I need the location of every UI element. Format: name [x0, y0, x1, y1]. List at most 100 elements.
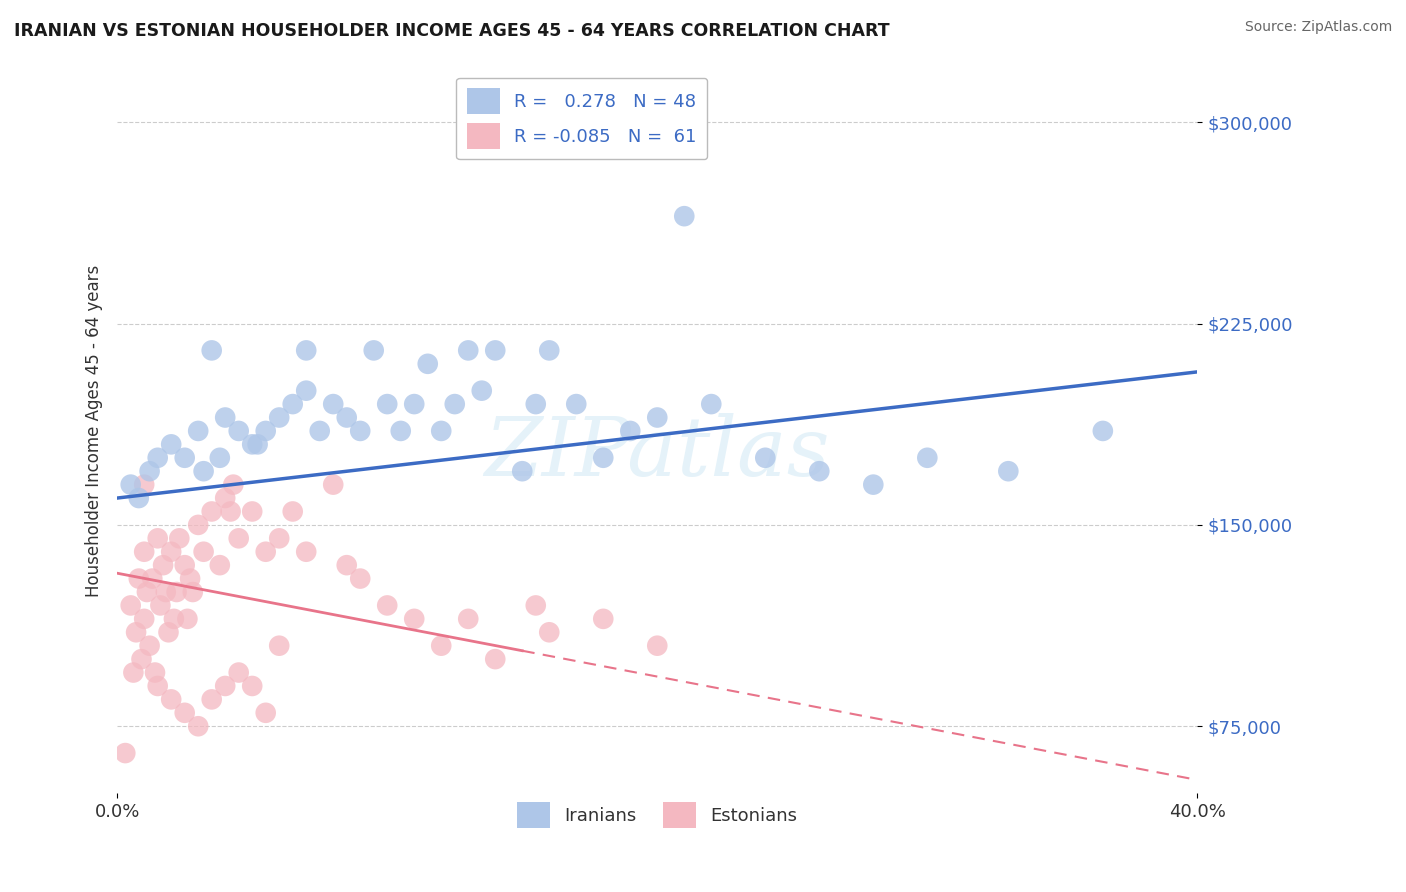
Point — [349, 424, 371, 438]
Point — [138, 639, 160, 653]
Point — [700, 397, 723, 411]
Point — [155, 585, 177, 599]
Point — [862, 477, 884, 491]
Point — [416, 357, 439, 371]
Point — [187, 719, 209, 733]
Point — [166, 585, 188, 599]
Point — [146, 450, 169, 465]
Point — [375, 599, 398, 613]
Point — [208, 450, 231, 465]
Point — [592, 612, 614, 626]
Point — [295, 545, 318, 559]
Point — [484, 343, 506, 358]
Point — [254, 545, 277, 559]
Point — [619, 424, 641, 438]
Point — [120, 599, 142, 613]
Text: Source: ZipAtlas.com: Source: ZipAtlas.com — [1244, 20, 1392, 34]
Point — [281, 397, 304, 411]
Point — [295, 384, 318, 398]
Point — [430, 424, 453, 438]
Point — [443, 397, 465, 411]
Legend: Iranians, Estonians: Iranians, Estonians — [510, 795, 804, 835]
Point — [754, 450, 776, 465]
Point — [160, 692, 183, 706]
Point — [160, 437, 183, 451]
Point — [404, 397, 426, 411]
Point — [457, 612, 479, 626]
Point — [160, 545, 183, 559]
Point — [645, 639, 668, 653]
Point — [645, 410, 668, 425]
Text: ZIPatlas: ZIPatlas — [485, 413, 830, 492]
Point — [510, 464, 533, 478]
Point — [120, 477, 142, 491]
Point — [125, 625, 148, 640]
Point — [146, 679, 169, 693]
Point — [131, 652, 153, 666]
Point — [538, 343, 561, 358]
Point — [269, 410, 291, 425]
Point — [997, 464, 1019, 478]
Text: IRANIAN VS ESTONIAN HOUSEHOLDER INCOME AGES 45 - 64 YEARS CORRELATION CHART: IRANIAN VS ESTONIAN HOUSEHOLDER INCOME A… — [14, 22, 890, 40]
Point — [240, 504, 263, 518]
Point — [193, 464, 215, 478]
Point — [173, 558, 195, 573]
Point — [176, 612, 198, 626]
Point — [228, 531, 250, 545]
Point — [187, 517, 209, 532]
Point — [457, 343, 479, 358]
Point — [471, 384, 494, 398]
Point — [269, 531, 291, 545]
Point — [240, 679, 263, 693]
Point — [163, 612, 186, 626]
Point — [128, 572, 150, 586]
Point — [181, 585, 204, 599]
Point — [138, 464, 160, 478]
Point — [322, 397, 344, 411]
Point — [246, 437, 269, 451]
Point — [269, 639, 291, 653]
Point — [336, 558, 359, 573]
Point — [565, 397, 588, 411]
Point — [179, 572, 201, 586]
Point — [219, 504, 242, 518]
Point — [214, 679, 236, 693]
Point — [135, 585, 157, 599]
Point — [375, 397, 398, 411]
Point — [173, 450, 195, 465]
Point — [363, 343, 385, 358]
Y-axis label: Householder Income Ages 45 - 64 years: Householder Income Ages 45 - 64 years — [86, 265, 103, 597]
Point — [484, 652, 506, 666]
Point — [114, 746, 136, 760]
Point — [240, 437, 263, 451]
Point — [201, 343, 224, 358]
Point — [149, 599, 172, 613]
Point — [322, 477, 344, 491]
Point — [173, 706, 195, 720]
Point — [193, 545, 215, 559]
Point — [917, 450, 939, 465]
Point — [152, 558, 174, 573]
Point — [134, 477, 156, 491]
Point — [295, 343, 318, 358]
Point — [201, 504, 224, 518]
Point — [336, 410, 359, 425]
Point — [524, 397, 547, 411]
Point — [141, 572, 163, 586]
Point — [538, 625, 561, 640]
Point — [281, 504, 304, 518]
Point — [592, 450, 614, 465]
Point — [157, 625, 180, 640]
Point — [214, 491, 236, 505]
Point — [143, 665, 166, 680]
Point — [146, 531, 169, 545]
Point — [808, 464, 831, 478]
Point — [404, 612, 426, 626]
Point — [134, 612, 156, 626]
Point — [1091, 424, 1114, 438]
Point — [254, 424, 277, 438]
Point — [349, 572, 371, 586]
Point — [169, 531, 191, 545]
Point — [187, 424, 209, 438]
Point — [214, 410, 236, 425]
